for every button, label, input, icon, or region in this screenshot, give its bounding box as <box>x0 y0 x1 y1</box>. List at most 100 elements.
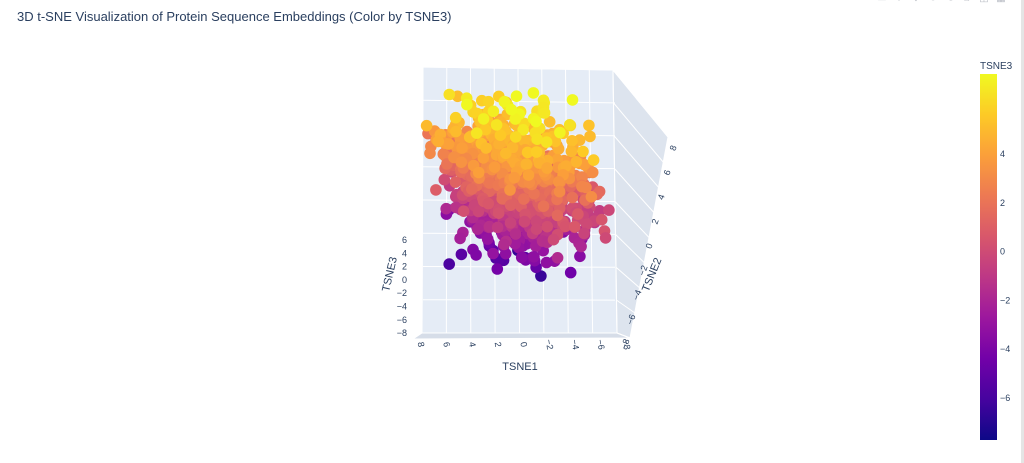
y-tick-label: −2 <box>637 264 650 277</box>
z-tick-label: 6 <box>402 235 407 245</box>
data-point <box>492 207 505 219</box>
data-point <box>482 95 495 108</box>
y-tick-label: −8 <box>619 337 632 350</box>
window-edge <box>1021 0 1024 463</box>
y-tick-label: 4 <box>656 193 667 201</box>
data-point <box>491 263 504 275</box>
hover-icon[interactable]: ◫ <box>979 0 989 4</box>
y-tick-label: 0 <box>644 242 655 250</box>
x-tick-label: 2 <box>493 341 504 348</box>
data-point <box>583 119 595 132</box>
data-point <box>442 138 455 150</box>
data-point <box>424 147 436 160</box>
data-point <box>509 228 522 240</box>
grid-line <box>612 69 618 334</box>
data-point <box>455 156 468 168</box>
data-point <box>490 119 503 131</box>
data-point <box>471 223 484 235</box>
data-point <box>456 142 468 154</box>
data-point <box>455 248 468 261</box>
data-point <box>491 221 504 234</box>
data-point <box>568 220 581 233</box>
data-point <box>470 127 483 139</box>
z-tick-label: −6 <box>397 315 407 325</box>
floor <box>411 332 631 340</box>
colorbar-tick-label: −2 <box>1000 295 1010 305</box>
data-point <box>537 200 550 212</box>
data-point <box>603 204 615 216</box>
data-point <box>509 238 521 250</box>
data-point <box>509 131 522 143</box>
data-point <box>504 217 517 229</box>
data-point <box>472 166 485 179</box>
data-point <box>531 133 543 145</box>
z-tick-label: 4 <box>402 248 407 258</box>
data-point <box>443 88 456 101</box>
data-point <box>438 173 451 186</box>
data-point <box>551 209 564 222</box>
grid-line <box>615 234 645 263</box>
x-tick-label: −8 <box>621 339 633 351</box>
data-point <box>595 213 608 226</box>
data-point <box>477 152 490 164</box>
data-point <box>559 220 572 233</box>
data-point <box>509 113 522 125</box>
data-point <box>430 184 442 196</box>
grid-line <box>613 102 664 163</box>
data-point <box>496 193 509 205</box>
z-tick-label: −8 <box>397 328 407 338</box>
data-point <box>450 125 462 138</box>
data-point <box>477 113 490 125</box>
data-point <box>520 158 533 170</box>
data-point <box>586 166 599 179</box>
data-point <box>504 184 516 196</box>
data-point <box>420 119 433 132</box>
data-point <box>584 130 596 143</box>
x-tick-label: 4 <box>467 341 478 348</box>
data-point <box>515 251 528 264</box>
data-point <box>487 105 500 118</box>
data-point <box>566 94 579 106</box>
grid-line <box>612 69 669 138</box>
orbit-icon[interactable]: ↻ <box>928 0 938 4</box>
data-point <box>530 223 543 235</box>
data-point <box>457 205 470 217</box>
turntable-icon[interactable]: ⟲ <box>945 0 955 4</box>
data-point <box>530 115 542 128</box>
data-point <box>560 160 572 172</box>
grid-line <box>614 201 650 238</box>
colorbar[interactable]: TSNE3 4 2 0 −2 −4 −6 <box>980 61 1013 440</box>
data-point <box>577 145 589 158</box>
data-point <box>565 145 578 158</box>
data-point <box>432 135 445 148</box>
home-icon[interactable]: ⌂ <box>962 0 972 4</box>
data-point <box>504 199 517 211</box>
x-tick-label: −6 <box>595 339 607 351</box>
x-tick-label: −4 <box>569 339 581 351</box>
grid-line <box>616 299 636 314</box>
grid-line <box>616 332 631 339</box>
data-point <box>517 124 529 136</box>
plotly-logo-icon[interactable]: ▦ <box>996 0 1006 4</box>
camera-icon[interactable]: ▭ <box>877 0 887 4</box>
chart-title: 3D t-SNE Visualization of Protein Sequen… <box>17 9 452 24</box>
data-point <box>480 142 492 154</box>
y-tick-label: 2 <box>650 217 661 225</box>
data-point <box>472 205 485 218</box>
data-points <box>420 87 615 282</box>
x-axis-label: TSNE1 <box>502 361 537 373</box>
colorbar-tick-label: 2 <box>1000 198 1005 208</box>
y-tick-label: 6 <box>662 168 673 176</box>
data-point <box>549 135 562 148</box>
data-point <box>541 162 553 174</box>
data-point <box>585 191 598 203</box>
data-point <box>578 227 590 240</box>
data-point <box>538 107 551 119</box>
z-tick-label: −4 <box>397 302 407 312</box>
pan-icon[interactable]: ✥ <box>911 0 921 4</box>
grid-line <box>615 266 640 289</box>
colorbar-gradient <box>980 74 997 440</box>
zoom-icon[interactable]: ＋ <box>894 0 904 4</box>
